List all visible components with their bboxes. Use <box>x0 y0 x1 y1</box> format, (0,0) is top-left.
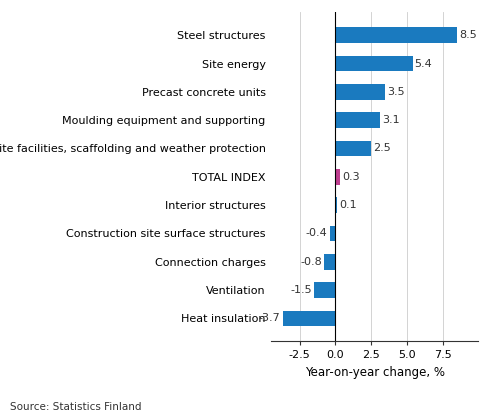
Text: 5.4: 5.4 <box>415 59 432 69</box>
Bar <box>282 311 335 326</box>
Text: 0.3: 0.3 <box>342 172 359 182</box>
Text: -0.4: -0.4 <box>306 228 327 238</box>
Bar <box>335 112 380 128</box>
Text: Source: Statistics Finland: Source: Statistics Finland <box>10 402 141 412</box>
Text: -3.7: -3.7 <box>259 313 281 323</box>
Text: -0.8: -0.8 <box>300 257 322 267</box>
Bar <box>335 84 386 99</box>
Text: 0.1: 0.1 <box>339 200 356 210</box>
Text: 3.5: 3.5 <box>387 87 405 97</box>
Bar <box>335 56 413 71</box>
Bar <box>335 169 340 185</box>
Bar <box>324 254 335 270</box>
Text: 3.1: 3.1 <box>382 115 399 125</box>
Text: 8.5: 8.5 <box>459 30 477 40</box>
Bar <box>335 197 337 213</box>
Bar <box>335 141 371 156</box>
Text: -1.5: -1.5 <box>290 285 312 295</box>
X-axis label: Year-on-year change, %: Year-on-year change, % <box>305 366 445 379</box>
Bar <box>330 225 335 241</box>
Text: 2.5: 2.5 <box>373 144 391 154</box>
Bar <box>314 282 335 298</box>
Bar <box>335 27 457 43</box>
